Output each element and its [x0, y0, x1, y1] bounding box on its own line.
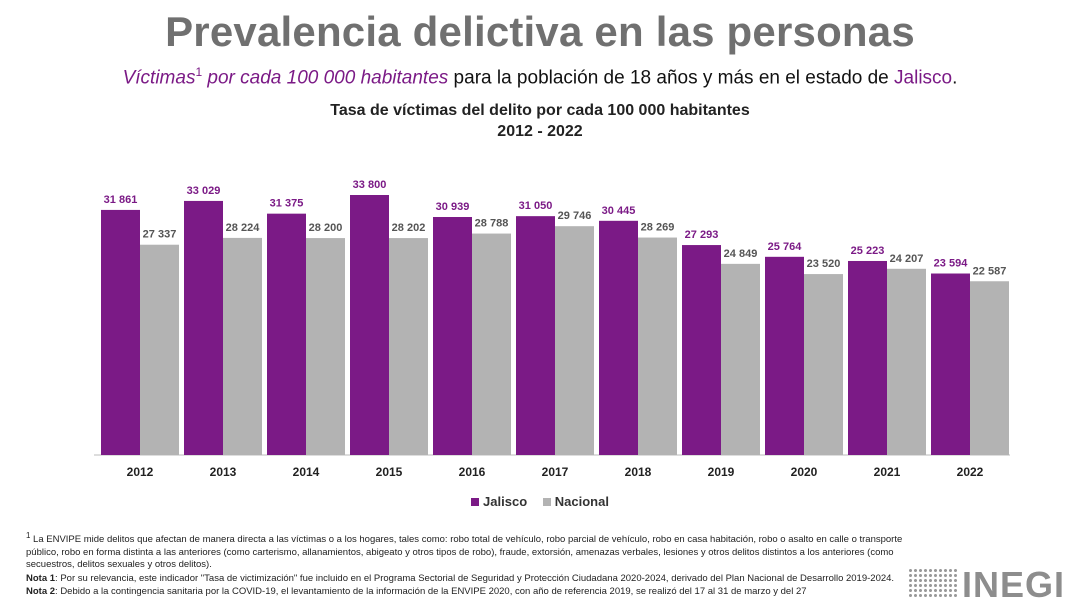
chart-subtitle: 2012 - 2022 [497, 123, 583, 140]
bar-chart: 31 861 27 337 2012 33 029 28 224 2013 31 375 28… [94, 179, 1010, 479]
subtitle-rate: por cada 100 000 habitantes [202, 67, 449, 89]
subtitle-state: Jalisco [894, 67, 953, 89]
data-label-jalisco-2017: 31 050 [519, 200, 553, 212]
x-tick-2022: 2022 [957, 465, 984, 479]
data-label-nacional-2022: 22 587 [973, 265, 1007, 277]
data-label-nacional-2017: 29 746 [558, 210, 592, 222]
data-label-jalisco-2014: 31 375 [270, 198, 304, 210]
subtitle-victims: Víctimas [122, 67, 196, 89]
footnotes: 1 La ENVIPE mide delitos que afectan de … [26, 530, 906, 600]
inegi-logo-icon [908, 568, 958, 598]
x-tick-2015: 2015 [376, 465, 403, 479]
footnote-1: 1 La ENVIPE mide delitos que afectan de … [26, 530, 906, 572]
data-label-nacional-2020: 23 520 [807, 258, 841, 270]
legend-label-jalisco: Jalisco [483, 494, 528, 509]
footnote-1-text: La ENVIPE mide delitos que afectan de ma… [26, 534, 903, 571]
x-tick-2021: 2021 [874, 465, 901, 479]
data-label-jalisco-2016: 30 939 [436, 201, 470, 213]
bar-jalisco-2017 [516, 216, 555, 455]
bar-nacional-2012 [140, 244, 179, 455]
bar-jalisco-2019 [682, 245, 721, 455]
bar-nacional-2020 [804, 274, 843, 455]
data-label-jalisco-2020: 25 764 [768, 241, 803, 253]
subtitle-end: . [952, 67, 958, 89]
footnote-nota-2: Nota 2: Debido a la contingencia sanitar… [26, 586, 906, 599]
legend-swatch-jalisco [471, 498, 480, 506]
footnote-1-mark: 1 [26, 531, 31, 540]
bar-nacional-2019 [721, 263, 760, 455]
data-label-jalisco-2018: 30 445 [602, 205, 636, 217]
chart-legend: Jalisco Nacional [0, 494, 1080, 509]
bar-jalisco-2013 [184, 200, 223, 455]
data-label-jalisco-2019: 27 293 [685, 229, 719, 241]
x-tick-2014: 2014 [293, 465, 320, 479]
x-tick-2018: 2018 [625, 465, 652, 479]
bar-jalisco-2014 [267, 213, 306, 455]
bar-nacional-2014 [306, 238, 345, 455]
legend-item-nacional: Nacional [542, 494, 609, 509]
nota-2-text: : Debido a la contingencia sanitaria por… [55, 586, 807, 598]
data-label-jalisco-2022: 23 594 [934, 258, 969, 270]
data-label-nacional-2014: 28 200 [309, 222, 343, 234]
chart-title-block: Tasa de víctimas del delito por cada 100… [0, 100, 1080, 142]
data-label-nacional-2019: 24 849 [724, 248, 758, 260]
subtitle-population: para la población de 18 años y más en el… [448, 67, 895, 89]
bar-jalisco-2015 [350, 195, 389, 455]
data-label-nacional-2015: 28 202 [392, 222, 426, 234]
bar-jalisco-2012 [101, 209, 140, 455]
inegi-logo: INEGI [908, 564, 1068, 605]
x-tick-2016: 2016 [459, 465, 486, 479]
legend-swatch-nacional [542, 498, 551, 506]
data-label-nacional-2021: 24 207 [890, 253, 924, 265]
bar-jalisco-2016 [433, 217, 472, 455]
bar-jalisco-2021 [848, 260, 887, 455]
data-label-jalisco-2015: 33 800 [353, 179, 387, 191]
bar-nacional-2015 [389, 238, 428, 455]
subtitle-footnote-mark: 1 [195, 65, 203, 79]
nota-1-label: Nota 1 [26, 572, 56, 584]
bar-jalisco-2022 [931, 273, 970, 455]
chart-title: Tasa de víctimas del delito por cada 100… [330, 102, 750, 119]
x-tick-2012: 2012 [127, 465, 154, 479]
data-label-nacional-2016: 28 788 [475, 218, 509, 230]
page-title: Prevalencia delictiva en las personas [165, 8, 915, 55]
bar-nacional-2018 [638, 237, 677, 455]
data-label-nacional-2013: 28 224 [226, 222, 261, 234]
x-tick-2020: 2020 [791, 465, 818, 479]
x-tick-2017: 2017 [542, 465, 569, 479]
footnote-nota-1: Nota 1: Por su relevancia, este indicado… [26, 573, 906, 586]
nota-2-label: Nota 2 [26, 586, 56, 598]
legend-item-jalisco: Jalisco [471, 494, 527, 509]
bar-nacional-2021 [887, 268, 926, 455]
data-label-nacional-2012: 27 337 [143, 229, 177, 241]
bar-jalisco-2020 [765, 256, 804, 455]
legend-label-nacional: Nacional [554, 494, 609, 509]
bar-nacional-2013 [223, 237, 262, 455]
x-tick-2019: 2019 [708, 465, 735, 479]
data-label-nacional-2018: 28 269 [641, 222, 675, 234]
data-label-jalisco-2013: 33 029 [187, 185, 221, 197]
inegi-logo-text: INEGI [962, 564, 1066, 605]
bar-nacional-2022 [970, 281, 1009, 455]
page-subtitle: Víctimas1 por cada 100 000 habitantes pa… [0, 65, 1080, 89]
bar-jalisco-2018 [599, 220, 638, 455]
bar-nacional-2016 [472, 233, 511, 455]
bar-nacional-2017 [555, 226, 594, 455]
data-label-jalisco-2021: 25 223 [851, 245, 885, 257]
x-tick-2013: 2013 [210, 465, 237, 479]
data-label-jalisco-2012: 31 861 [104, 194, 138, 206]
nota-1-text: : Por su relevancia, este indicador "Tas… [55, 572, 895, 584]
